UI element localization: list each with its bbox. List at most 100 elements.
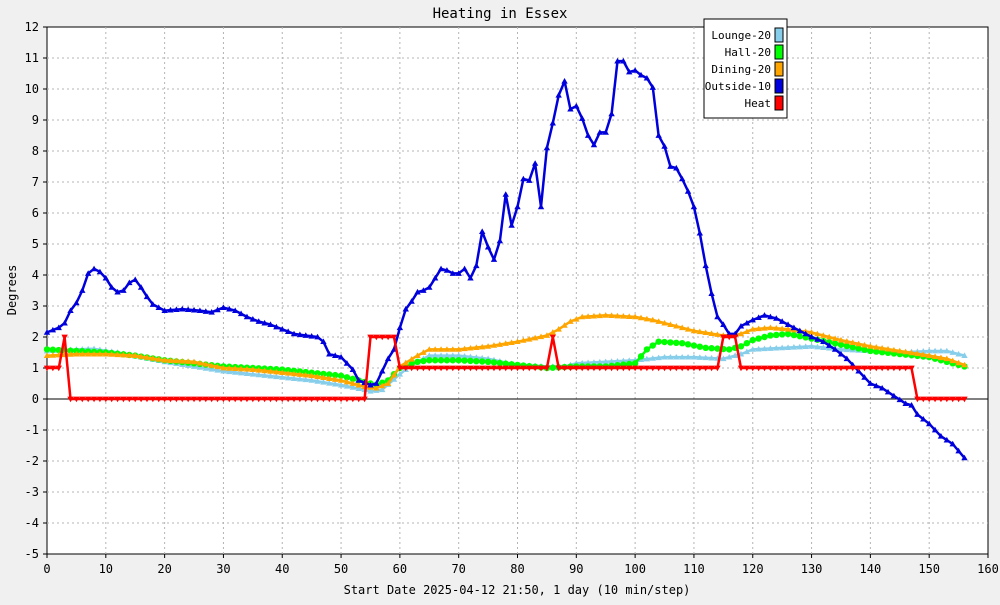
data-point	[373, 380, 380, 386]
data-point	[678, 353, 686, 360]
data-point	[402, 305, 409, 312]
data-point	[761, 333, 768, 341]
data-point	[667, 353, 674, 360]
x-tick-label: 0	[43, 562, 50, 576]
data-point	[949, 357, 956, 364]
data-point	[626, 313, 633, 319]
data-point	[702, 344, 709, 352]
data-point	[302, 396, 309, 403]
x-tick-label: 20	[157, 562, 171, 576]
data-point	[437, 352, 445, 358]
data-point	[678, 175, 686, 182]
data-point	[431, 346, 439, 352]
data-point	[43, 346, 51, 353]
data-point	[84, 270, 92, 276]
data-point	[655, 132, 662, 138]
data-point	[237, 369, 245, 376]
data-point	[273, 373, 280, 380]
data-point	[620, 313, 627, 319]
data-point	[814, 330, 821, 337]
data-point	[884, 388, 892, 395]
data-point	[637, 71, 645, 78]
data-point	[202, 361, 209, 367]
data-point	[431, 274, 439, 281]
data-point	[343, 374, 351, 381]
data-point	[337, 377, 345, 383]
data-point	[232, 369, 239, 375]
data-point	[126, 352, 133, 358]
data-point	[155, 356, 162, 362]
data-point	[296, 375, 304, 382]
data-point	[573, 315, 580, 322]
data-point	[655, 365, 662, 372]
x-axis-label: Start Date 2025-04-12 21:50, 1 day (10 m…	[344, 583, 691, 597]
data-point	[637, 365, 645, 372]
data-point	[196, 396, 204, 403]
data-point	[173, 357, 180, 364]
legend-box	[703, 18, 788, 119]
data-point	[708, 345, 715, 352]
data-point	[890, 365, 898, 372]
data-point	[267, 321, 274, 327]
data-point	[484, 365, 492, 372]
data-point	[337, 381, 345, 388]
data-point	[426, 357, 433, 364]
series-layer	[43, 57, 968, 461]
data-point	[537, 333, 545, 340]
data-point	[814, 336, 821, 342]
data-point	[684, 365, 692, 372]
data-point	[549, 119, 556, 126]
data-point	[308, 396, 315, 403]
data-point	[943, 436, 951, 443]
data-point	[920, 415, 927, 422]
data-point	[237, 396, 245, 403]
data-point	[49, 326, 57, 333]
y-tick-label: 11	[25, 51, 39, 65]
data-point	[943, 347, 951, 354]
data-point	[261, 319, 268, 326]
data-point	[884, 365, 892, 372]
data-point	[820, 344, 827, 350]
data-point	[961, 361, 968, 368]
data-point	[878, 344, 886, 351]
data-point	[514, 365, 521, 372]
data-point	[931, 347, 939, 354]
data-point	[761, 325, 768, 331]
data-point	[573, 365, 580, 372]
data-point	[714, 313, 721, 320]
data-point	[290, 396, 298, 403]
data-point	[767, 332, 774, 339]
data-point	[43, 365, 51, 372]
ticks-layer: 0 10 20 30 40 50 60 70 80 90 100 110 120 130 140 150 160…	[25, 20, 999, 576]
data-point	[667, 163, 674, 169]
data-point	[531, 160, 539, 166]
data-point	[484, 358, 492, 365]
data-point	[820, 365, 827, 372]
data-point	[249, 366, 257, 372]
data-point	[796, 343, 803, 350]
data-point	[137, 284, 145, 290]
data-point	[684, 341, 692, 348]
data-point	[584, 313, 592, 319]
data-point	[743, 348, 751, 355]
data-point	[673, 365, 680, 372]
data-point	[778, 331, 786, 338]
data-point	[408, 298, 415, 304]
data-point	[90, 396, 98, 403]
data-point	[255, 366, 262, 373]
data-point	[873, 344, 880, 350]
data-point	[308, 372, 315, 379]
data-point	[520, 337, 527, 343]
data-point	[308, 377, 315, 383]
legend-swatch	[774, 27, 784, 43]
data-point	[708, 290, 715, 296]
data-point	[878, 365, 886, 372]
data-point	[143, 396, 151, 403]
data-point	[243, 396, 251, 403]
y-tick-label: 9	[32, 113, 39, 127]
data-point	[590, 141, 598, 148]
y-tick-label: 0	[32, 392, 39, 406]
data-point	[808, 333, 815, 340]
data-point	[814, 365, 821, 372]
data-point	[843, 365, 851, 372]
